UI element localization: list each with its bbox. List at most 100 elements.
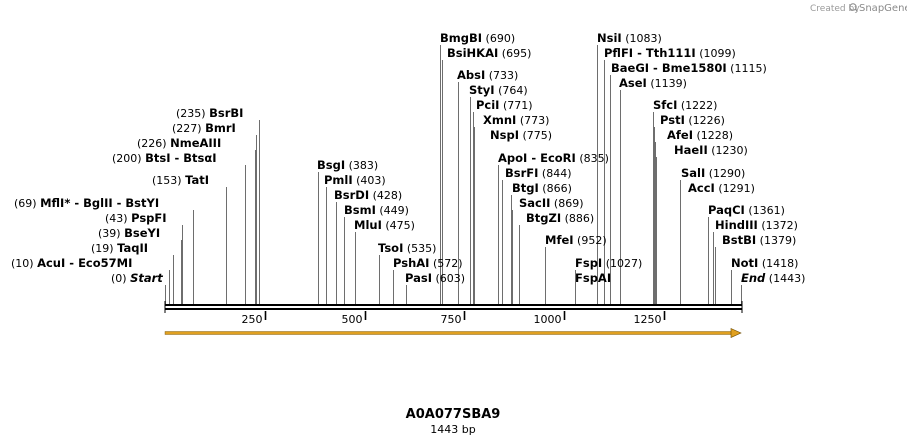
site-position: (39): [98, 227, 121, 240]
site-name: End: [741, 271, 766, 285]
site-label-tsoi[interactable]: TsoI (535): [378, 241, 436, 255]
site-label-paqci[interactable]: PaqCI (1361): [708, 203, 785, 217]
site-position: (10): [11, 257, 34, 270]
site-label-bstbi[interactable]: BstBI (1379): [722, 233, 796, 247]
site-label-btsi[interactable]: (200) BtsI - BtsαI: [112, 151, 217, 165]
site-label-psti[interactable]: PstI (1226): [660, 113, 725, 127]
feature-arrow[interactable]: [164, 328, 742, 338]
site-position: (764): [498, 84, 528, 97]
site-label-bsrdi[interactable]: BsrDI (428): [334, 188, 402, 202]
backbone-top-strand: [165, 304, 742, 306]
site-position: (952): [577, 234, 607, 247]
site-label-afei[interactable]: AfeI (1228): [667, 128, 733, 142]
site-label-mfli[interactable]: (69) MflI* - BglII - BstYI: [14, 196, 159, 210]
site-position: (475): [385, 219, 415, 232]
site-label-bsrfi[interactable]: BsrFI (844): [505, 166, 572, 180]
site-position: (43): [105, 212, 128, 225]
site-name-alt: Tth111I: [646, 46, 696, 60]
site-label-acci[interactable]: AccI (1291): [688, 181, 755, 195]
site-label-pshai[interactable]: PshAI (572): [393, 256, 463, 270]
site-position: (403): [356, 174, 386, 187]
site-position: (1372): [761, 219, 798, 232]
site-label-sacii[interactable]: SacII (869): [519, 196, 584, 210]
site-label-fspi[interactable]: FspI (1027): [575, 256, 642, 270]
site-position: (1290): [709, 167, 746, 180]
site-position: (428): [373, 189, 403, 202]
site-name: BstBI: [722, 233, 756, 247]
site-label-bsmi[interactable]: BsmI (449): [344, 203, 409, 217]
site-label-sfci[interactable]: SfcI (1222): [653, 98, 717, 112]
site-label-nmeaiii[interactable]: (226) NmeAIII: [137, 136, 221, 150]
site-position: (226): [137, 137, 167, 150]
backbone-bottom-strand: [165, 308, 742, 310]
site-label-bmgbi[interactable]: BmgBI (690): [440, 31, 515, 45]
site-name: BsgI: [317, 158, 345, 172]
snapgene-credit: Created by SnapGene: [810, 3, 907, 14]
site-name: SacII: [519, 196, 550, 210]
site-label-sali[interactable]: SalI (1290): [681, 166, 745, 180]
site-position: (866): [542, 182, 572, 195]
site-label-bsrbi[interactable]: (235) BsrBI: [176, 106, 243, 120]
site-label-taqii[interactable]: (19) TaqII: [91, 241, 148, 255]
site-position: (383): [349, 159, 379, 172]
site-position: (1361): [748, 204, 785, 217]
site-label-btgzi[interactable]: BtgZI (886): [526, 211, 594, 225]
site-label-xmni[interactable]: XmnI (773): [483, 113, 549, 127]
site-label-mfei[interactable]: MfeI (952): [545, 233, 607, 247]
credit-text: Created by: [810, 4, 860, 14]
site-label-bmri[interactable]: (227) BmrI: [172, 121, 236, 135]
site-position: (1115): [730, 62, 767, 75]
feature-arrow-shaft[interactable]: [164, 331, 733, 335]
site-name: XmnI: [483, 113, 516, 127]
site-label-mlui[interactable]: MluI (475): [354, 218, 415, 232]
site-label-apoi[interactable]: ApoI - EcoRI (835): [498, 151, 609, 165]
site-label-bsgi[interactable]: BsgI (383): [317, 158, 378, 172]
site-label-bseyi[interactable]: (39) BseYI: [98, 226, 160, 240]
site-label-haeii[interactable]: HaeII (1230): [674, 143, 748, 157]
site-name: PflFI: [604, 46, 633, 60]
site-label-pflfi[interactable]: PflFI - Tth111I (1099): [604, 46, 736, 60]
site-label-nspi[interactable]: NspI (775): [490, 128, 552, 142]
site-name: SfcI: [653, 98, 677, 112]
site-label-styi[interactable]: StyI (764): [469, 83, 528, 97]
sequence-name: A0A077SBA9: [406, 407, 501, 422]
site-name: BtgI: [512, 181, 539, 195]
site-name: AcuI: [37, 256, 65, 270]
site-label-pspfi[interactable]: (43) PspFI: [105, 211, 167, 225]
site-label-start[interactable]: (0) Start: [111, 271, 163, 285]
site-name: MflI: [40, 196, 64, 210]
site-label-acui[interactable]: (10) AcuI - Eco57MI: [11, 256, 132, 270]
site-name: ApoI: [498, 151, 527, 165]
site-label-pasi[interactable]: PasI (603): [405, 271, 465, 285]
site-name: FspI: [575, 256, 602, 270]
site-name: BsiHKAI: [447, 46, 498, 60]
site-label-end[interactable]: End (1443): [741, 271, 805, 285]
site-name: BsrBI: [209, 106, 243, 120]
site-label-asei[interactable]: AseI (1139): [619, 76, 687, 90]
site-label-baegi[interactable]: BaeGI - Bme1580I (1115): [611, 61, 767, 75]
site-name: BsrFI: [505, 166, 538, 180]
axis-tick-label: 1250: [634, 313, 662, 326]
site-position: (869): [554, 197, 584, 210]
site-label-tati[interactable]: (153) TatI: [152, 173, 209, 187]
site-name: PspFI: [131, 211, 166, 225]
brand-text: SnapGene: [859, 3, 907, 14]
site-name: PaqCI: [708, 203, 745, 217]
site-name: TsoI: [378, 241, 403, 255]
site-label-btgi[interactable]: BtgI (866): [512, 181, 572, 195]
site-position: (1099): [699, 47, 736, 60]
site-label-noti[interactable]: NotI (1418): [731, 256, 798, 270]
site-label-bsihkai[interactable]: BsiHKAI (695): [447, 46, 531, 60]
site-label-absi[interactable]: AbsI (733): [457, 68, 518, 82]
site-label-nsii[interactable]: NsiI (1083): [597, 31, 662, 45]
site-label-hindiii[interactable]: HindIII (1372): [715, 218, 798, 232]
site-position: (1443): [769, 272, 806, 285]
site-label-fspai[interactable]: FspAI: [575, 271, 611, 285]
feature-arrow-head[interactable]: [730, 328, 742, 338]
site-name: PciI: [476, 98, 499, 112]
site-label-pcii[interactable]: PciI (771): [476, 98, 533, 112]
site-name: MluI: [354, 218, 382, 232]
site-label-pmli[interactable]: PmlI (403): [324, 173, 386, 187]
site-name: AbsI: [457, 68, 485, 82]
